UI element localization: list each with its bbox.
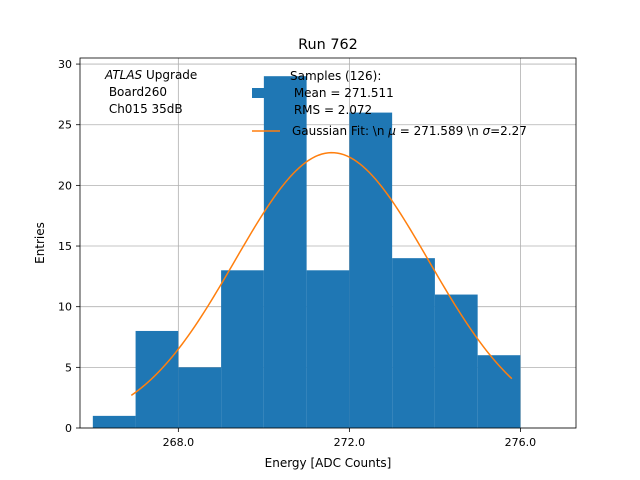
legend-fit-mu-value: = 271.589 \n — [396, 124, 483, 138]
histogram-bar — [349, 112, 393, 429]
plot-frame — [79, 57, 577, 429]
y-tick-label: 10 — [58, 301, 72, 314]
legend-fit-label: Gaussian Fit: \n μ = 271.589 \n σ=2.27 — [292, 124, 527, 138]
atlas-label-line1: ATLAS Upgrade — [104, 68, 197, 82]
legend-fit-sigma-symbol: σ — [483, 124, 491, 138]
x-tick-label: 272.0 — [334, 436, 366, 449]
legend-fit-prefix: Gaussian Fit: \n — [292, 124, 388, 138]
histogram-bars — [92, 76, 521, 429]
gaussian-fit-curve — [130, 151, 513, 397]
histogram-bar — [92, 415, 136, 428]
y-axis-label: Entries — [33, 222, 47, 264]
legend-mean-label: Mean = 271.511 — [290, 86, 394, 100]
y-tick-label: 20 — [58, 179, 72, 192]
legend-fit-mu-symbol: μ — [387, 124, 396, 138]
histogram-bar — [434, 294, 478, 428]
x-tick-label: 276.0 — [505, 436, 537, 449]
legend-rms-label: RMS = 2.072 — [290, 103, 372, 117]
histogram-bar — [392, 258, 435, 428]
chart-title: Run 762 — [298, 37, 358, 53]
legend-fit-sigma-value: =2.27 — [490, 124, 527, 138]
x-tick-label: 268.0 — [163, 436, 195, 449]
histogram-bar — [477, 355, 521, 428]
histogram-bar — [178, 367, 222, 428]
x-axis-label: Energy [ADC Counts] — [265, 456, 392, 470]
y-tick-label: 30 — [58, 58, 72, 71]
y-tick-label: 0 — [65, 422, 72, 435]
legend-histogram-swatch — [252, 88, 280, 98]
histogram-bar — [221, 270, 264, 428]
y-tick-label: 25 — [58, 119, 72, 132]
y-tick-label: 5 — [65, 361, 72, 374]
atlas-annotation: ATLAS Upgrade Board260 Ch015 35dB — [104, 68, 197, 116]
legend: Samples (126): Mean = 271.511 RMS = 2.07… — [252, 69, 527, 138]
histogram-bar — [135, 330, 179, 428]
atlas-board-label: Board260 — [105, 85, 167, 99]
upgrade-word: Upgrade — [142, 68, 197, 82]
histogram-bar — [306, 270, 350, 428]
y-tick-label: 15 — [58, 240, 72, 253]
legend-samples-label: Samples (126): — [290, 69, 381, 83]
atlas-channel-label: Ch015 35dB — [105, 102, 183, 116]
axis-ticks: 268.0 272.0 276.0 0 5 10 15 20 25 30 — [58, 58, 536, 449]
atlas-word: ATLAS — [104, 68, 143, 82]
histogram-bar — [263, 76, 307, 429]
